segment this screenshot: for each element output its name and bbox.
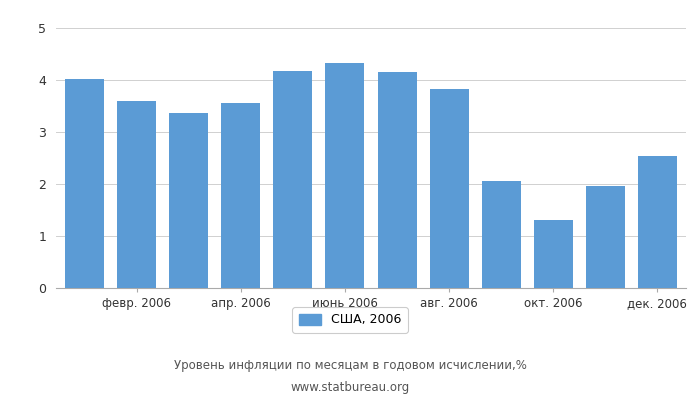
Bar [533,220,573,288]
Bar [430,89,468,288]
Legend: США, 2006: США, 2006 [293,307,407,333]
Bar [117,101,156,288]
Text: www.statbureau.org: www.statbureau.org [290,382,410,394]
Bar [221,103,260,288]
Bar [274,71,312,288]
Bar [482,181,521,288]
Bar [65,80,104,288]
Bar [377,72,416,288]
Bar [169,113,209,288]
Bar [586,186,625,288]
Text: Уровень инфляции по месяцам в годовом исчислении,%: Уровень инфляции по месяцам в годовом ис… [174,360,526,372]
Bar [326,63,365,288]
Bar [638,156,677,288]
